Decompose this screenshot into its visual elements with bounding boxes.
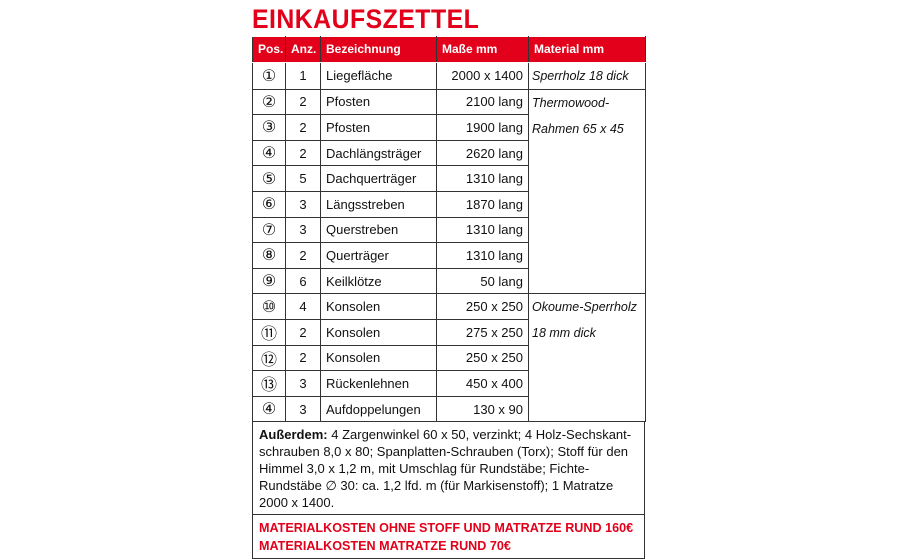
table-row: ⑨ 6 Keilklötze 50 lang <box>252 267 646 295</box>
position-number: ④ <box>252 139 286 167</box>
position-number: ① <box>252 61 286 90</box>
table-row: ⑧ 2 Querträger 1310 lang <box>252 242 646 269</box>
notes-label: Außerdem: <box>259 427 328 443</box>
position-number: ⑥ <box>252 190 286 218</box>
material-line: Thermowood- <box>532 95 610 110</box>
cost-line: MATERIALKOSTEN MATRATZE RUND 70€ <box>259 539 511 554</box>
position-number: ② <box>252 88 286 116</box>
dimensions: 1870 lang <box>436 190 529 218</box>
position-number: ⑦ <box>252 216 286 244</box>
quantity: 2 <box>285 88 321 116</box>
position-number: ④ <box>252 395 286 423</box>
description: Querstreben <box>320 216 437 244</box>
notes: Außerdem: 4 Zargenwinkel 60 x 50, verzin… <box>252 422 645 516</box>
position-number: ⑪ <box>252 318 286 346</box>
material-line: Rahmen 65 x 45 <box>532 121 624 136</box>
quantity: 6 <box>285 267 321 295</box>
table-row: ⑤ 5 Dachquerträger 1310 lang <box>252 165 646 192</box>
dimensions: 50 lang <box>436 267 529 295</box>
quantity: 2 <box>285 139 321 167</box>
column-header: Anz. <box>285 36 321 63</box>
table-row: ④ 3 Aufdoppelungen 130 x 90 <box>252 395 646 423</box>
material: Thermowood- Rahmen 65 x 45 <box>528 88 646 295</box>
position-number: ⑫ <box>252 344 286 372</box>
dimensions: 2000 x 1400 <box>436 61 529 90</box>
description: Pfosten <box>320 114 437 141</box>
material-line: Okoume-Sperrholz <box>532 300 637 315</box>
material: Okoume-Sperrholz 18 mm dick <box>528 293 646 423</box>
dimensions: 1310 lang <box>436 165 529 192</box>
description: Konsolen <box>320 318 437 346</box>
quantity: 1 <box>285 61 321 90</box>
dimensions: 130 x 90 <box>436 395 529 423</box>
table-row: ④ 2 Dachlängsträger 2620 lang <box>252 139 646 167</box>
table-row: ① 1 Liegefläche 2000 x 1400 Sperrholz 18 dic… <box>252 61 646 90</box>
quantity: 2 <box>285 242 321 269</box>
quantity: 2 <box>285 344 321 372</box>
cost-line: MATERIALKOSTEN OHNE STOFF UND MATRATZE R… <box>259 521 634 536</box>
position-number: ⑬ <box>252 370 286 397</box>
column-header: Pos. <box>252 36 286 63</box>
dimensions: 250 x 250 <box>436 293 529 320</box>
description: Konsolen <box>320 344 437 372</box>
quantity: 3 <box>285 370 321 397</box>
table-header: Pos. Anz. Bezeichnung Maße mm Material mm <box>252 36 646 63</box>
quantity: 5 <box>285 165 321 192</box>
quantity: 2 <box>285 114 321 141</box>
dimensions: 1310 lang <box>436 216 529 244</box>
quantity: 3 <box>285 190 321 218</box>
description: Querträger <box>320 242 437 269</box>
table-row: ⑪ 2 Konsolen 275 x 250 <box>252 318 646 346</box>
description: Aufdoppelungen <box>320 395 437 423</box>
column-header: Bezeichnung <box>320 36 437 63</box>
notes-text: 4 Zargenwinkel 60 x 50, verzinkt; 4 Holz… <box>259 427 632 511</box>
description: Liegefläche <box>320 61 437 90</box>
description: Pfosten <box>320 88 437 116</box>
table-row: ⑦ 3 Querstreben 1310 lang <box>252 216 646 244</box>
dimensions: 450 x 400 <box>436 370 529 397</box>
position-number: ⑨ <box>252 267 286 295</box>
dimensions: 1900 lang <box>436 114 529 141</box>
material-line: Sperrholz 18 dick <box>532 68 629 83</box>
description: Keilklötze <box>320 267 437 295</box>
dimensions: 2620 lang <box>436 139 529 167</box>
dimensions: 1310 lang <box>436 242 529 269</box>
position-number: ⑤ <box>252 165 286 192</box>
table-row: ② 2 Pfosten 2100 lang Thermowood- Rahmen 65 x… <box>252 88 646 295</box>
quantity: 4 <box>285 293 321 320</box>
quantity: 2 <box>285 318 321 346</box>
description: Dachquerträger <box>320 165 437 192</box>
description: Rückenlehnen <box>320 370 437 397</box>
position-number: ⑧ <box>252 242 286 269</box>
column-header: Material mm <box>528 36 646 63</box>
column-header: Maße mm <box>436 36 529 63</box>
table-row: ⑥ 3 Längsstreben 1870 lang <box>252 190 646 218</box>
dimensions: 275 x 250 <box>436 318 529 346</box>
description: Längsstreben <box>320 190 437 218</box>
table-row: ⑫ 2 Konsolen 250 x 250 <box>252 344 646 372</box>
dimensions: 250 x 250 <box>436 344 529 372</box>
material-costs: MATERIALKOSTEN OHNE STOFF UND MATRATZE R… <box>252 515 645 559</box>
page-title: EINKAUFSZETTEL <box>252 4 480 34</box>
material: Sperrholz 18 dick <box>528 61 646 90</box>
table-row: ⑩ 4 Konsolen 250 x 250 Okoume-Sperrholz 18 mm… <box>252 293 646 423</box>
quantity: 3 <box>285 216 321 244</box>
description: Konsolen <box>320 293 437 320</box>
quantity: 3 <box>285 395 321 423</box>
position-number: ⑩ <box>252 293 286 320</box>
dimensions: 2100 lang <box>436 88 529 116</box>
description: Dachlängsträger <box>320 139 437 167</box>
material-line: 18 mm dick <box>532 326 596 341</box>
position-number: ③ <box>252 114 286 141</box>
